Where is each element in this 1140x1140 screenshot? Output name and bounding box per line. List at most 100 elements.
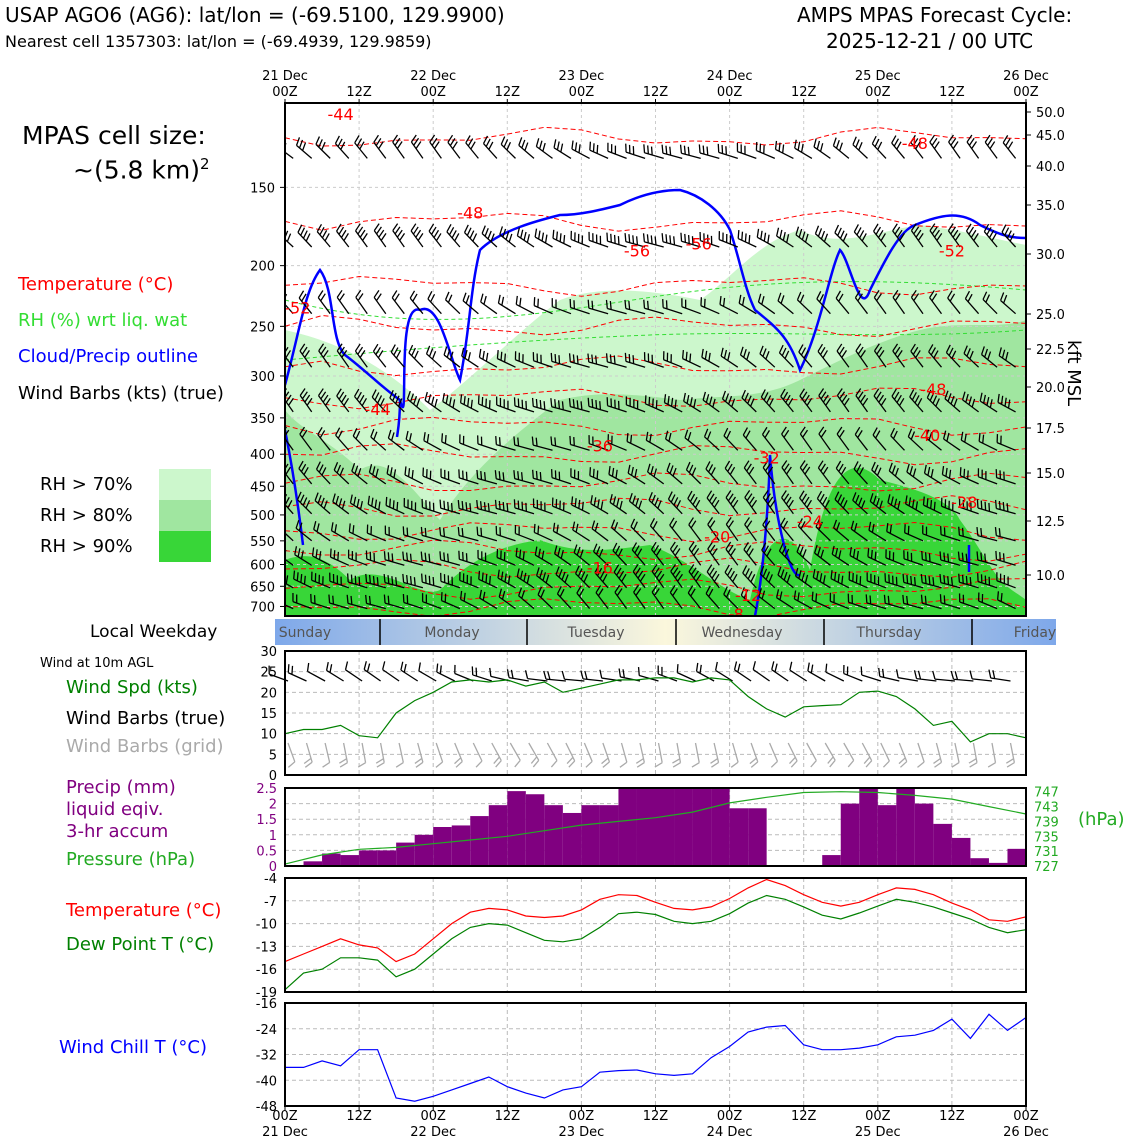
wind-barb (947, 223, 961, 248)
wind-barb (476, 469, 498, 485)
wind-barb (705, 585, 720, 610)
wind-barb (329, 572, 350, 589)
wind-barb-stroke (850, 520, 868, 542)
wind-barb (285, 343, 294, 368)
surface-wind-barb-stroke (789, 661, 808, 682)
wind-barb (391, 290, 405, 315)
wind-barb (482, 135, 498, 159)
wind-barb (1002, 135, 1017, 159)
wind-barb-stroke (463, 224, 479, 248)
temperature-contour-label: -48 (920, 380, 946, 399)
wind-barb (556, 585, 572, 610)
precip-panel-frame (284, 787, 1027, 867)
wind-barb-stroke (651, 584, 665, 609)
wind-barb-stroke (420, 526, 442, 542)
wind-barb-stroke (535, 567, 553, 589)
main-ytick-label: 700 (250, 600, 275, 615)
wind-barb (643, 144, 664, 160)
wind-barb-stroke (285, 591, 294, 610)
wind-barb (781, 490, 794, 515)
wind-barb (496, 350, 516, 368)
wind-barb-stroke (816, 490, 831, 515)
wind-barb (537, 586, 553, 610)
wind-barb-stroke (316, 223, 331, 248)
wind-barb (830, 570, 850, 589)
wind-barb (836, 343, 850, 368)
wind-barb (612, 542, 628, 566)
wind-barb-stroke (799, 460, 813, 485)
surface-wind-barb-stroke (733, 661, 752, 682)
wind-barb (368, 463, 387, 485)
wind-barb (756, 228, 776, 248)
grid-wind-barb (565, 742, 576, 768)
wind-barb-stroke (459, 590, 479, 610)
temperature-contour (285, 210, 1026, 232)
wind-barb-stroke (849, 546, 868, 566)
wind-barb-stroke (958, 593, 979, 610)
wind-barb-stroke (403, 498, 424, 515)
wind-barb (705, 461, 720, 485)
surface-wind-barb-stroke (988, 669, 1011, 682)
wind-barb-stroke (297, 224, 313, 248)
wind-barb-stroke (977, 592, 998, 610)
wind-barb-stroke (476, 500, 498, 515)
wind-barb-stroke (515, 547, 535, 566)
wind-barb (607, 434, 627, 451)
temperature-contour (285, 355, 1026, 377)
precip-bar (507, 791, 526, 866)
wind-barb (886, 523, 905, 542)
wind-barb (871, 135, 887, 159)
main-ytick-right-label: 17.5 (1036, 422, 1065, 437)
windchill-panel-ytick-label: -24 (256, 1023, 277, 1038)
surface-wind-barb (436, 663, 455, 682)
wind-barb-stroke (630, 518, 646, 542)
cell-size-value: ~(5.8 km)2 (73, 155, 210, 185)
grid-wind-barb-stroke (375, 742, 385, 768)
wind-barb-stroke (796, 543, 813, 566)
surface-wind-barb (471, 666, 492, 682)
precip-label-1: Precip (mm) (66, 777, 176, 798)
wind-barb (994, 527, 1016, 542)
wind-barb (742, 565, 757, 589)
top-date-label: 21 Dec (262, 69, 308, 84)
wind-barb (958, 526, 979, 542)
grid-wind-barb (672, 742, 682, 768)
wind-barb-stroke (355, 289, 368, 315)
wind-barb-stroke (942, 430, 961, 451)
wind-barb-stroke (940, 526, 961, 542)
wind-barb (421, 498, 442, 515)
wind-barb (902, 594, 924, 610)
wind-barb (891, 388, 906, 413)
wind-barb-stroke (853, 461, 868, 485)
wind-barb-stroke (569, 435, 590, 451)
wind-barb-stroke (907, 428, 924, 451)
wind-barb (698, 144, 720, 160)
wind-barb-stroke (756, 228, 776, 248)
wind-barb (442, 393, 461, 413)
wind-barb (984, 134, 998, 159)
precip-bar (674, 788, 693, 866)
wind-barb (816, 291, 831, 315)
wind-barb-stroke (406, 390, 424, 413)
wind-barb-stroke (663, 394, 683, 413)
wind-barb-stroke (365, 550, 387, 566)
top-hour-label: 00Z (420, 85, 446, 100)
wind-barb (439, 551, 461, 566)
wind-barb (402, 551, 424, 566)
wind-barb-stroke (614, 584, 628, 609)
wind-barb (661, 144, 683, 160)
nearest-cell: Nearest cell 1357303: lat/lon = (-69.493… (5, 32, 432, 51)
wind-barb-stroke (813, 544, 831, 566)
wind-barb-stroke (743, 460, 757, 485)
wind-barb (402, 573, 424, 589)
wind-barb-stroke (317, 290, 331, 315)
wind-barb (315, 461, 331, 485)
wind-barb-stroke (310, 593, 331, 610)
wind-barb (285, 225, 294, 248)
wind-barb (795, 226, 813, 248)
surface-wind-barb-stroke (524, 670, 548, 682)
wind-barb (576, 585, 591, 610)
wind-barb-stroke (535, 138, 553, 159)
top-date-label: 24 Dec (707, 69, 753, 84)
bottom-hour-label: 00Z (1013, 1109, 1039, 1124)
